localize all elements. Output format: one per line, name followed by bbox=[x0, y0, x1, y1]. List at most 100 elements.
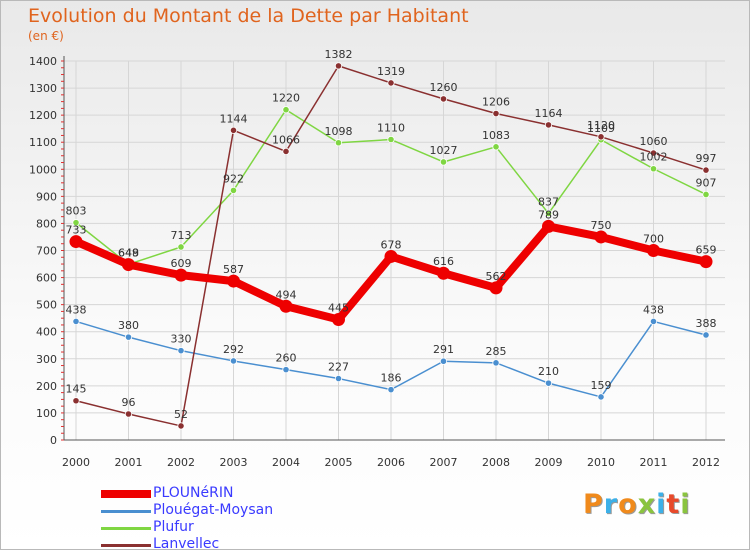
data-point bbox=[492, 359, 500, 367]
data-point bbox=[72, 219, 80, 227]
data-point bbox=[649, 165, 658, 173]
y-tick-label: 0 bbox=[50, 434, 57, 447]
data-label: 438 bbox=[643, 303, 664, 316]
data-point bbox=[177, 347, 185, 355]
data-point bbox=[597, 393, 605, 401]
data-point bbox=[649, 149, 658, 157]
chart-subtitle: (en €) bbox=[28, 29, 64, 43]
y-tick-label: 1400 bbox=[29, 55, 57, 68]
y-tick-label: 100 bbox=[36, 407, 57, 420]
data-label: 159 bbox=[591, 379, 612, 392]
x-tick-label: 2001 bbox=[115, 456, 143, 469]
data-label: 562 bbox=[486, 270, 507, 283]
data-point bbox=[69, 235, 83, 249]
data-label: 291 bbox=[433, 343, 454, 356]
y-tick-label: 900 bbox=[36, 190, 57, 203]
data-label: 1002 bbox=[640, 151, 668, 164]
legend-label: Plouégat-Moysan bbox=[153, 502, 274, 518]
data-point bbox=[177, 243, 185, 251]
data-label: 186 bbox=[381, 372, 402, 385]
x-tick-label: 2007 bbox=[430, 456, 458, 469]
legend-swatch bbox=[101, 490, 151, 498]
data-point bbox=[702, 331, 710, 339]
data-point bbox=[229, 357, 238, 365]
data-point bbox=[544, 121, 553, 129]
data-point bbox=[334, 374, 343, 383]
data-label: 789 bbox=[538, 208, 559, 221]
data-point bbox=[542, 219, 555, 233]
logo-letter: P bbox=[583, 489, 604, 520]
data-label: 587 bbox=[223, 263, 244, 276]
data-label: 907 bbox=[696, 176, 717, 189]
data-point bbox=[334, 62, 343, 70]
data-label: 733 bbox=[66, 224, 87, 237]
data-point bbox=[384, 249, 398, 263]
data-point bbox=[387, 135, 395, 144]
data-label: 1206 bbox=[482, 96, 510, 109]
data-label: 837 bbox=[538, 195, 559, 208]
data-label: 96 bbox=[122, 396, 136, 409]
data-label: 713 bbox=[171, 229, 192, 242]
y-tick-label: 1300 bbox=[29, 82, 57, 95]
data-point bbox=[177, 422, 185, 430]
data-label: 210 bbox=[538, 365, 559, 378]
data-point bbox=[332, 313, 345, 327]
y-tick-label: 1000 bbox=[29, 163, 57, 176]
data-point bbox=[594, 230, 608, 244]
proxiti-logo: Proxiti bbox=[583, 489, 691, 520]
x-tick-label: 2009 bbox=[535, 456, 563, 469]
data-label: 649 bbox=[118, 246, 139, 259]
logo-letter: t bbox=[666, 489, 681, 520]
data-point bbox=[437, 266, 450, 280]
logo-letter: o bbox=[618, 489, 638, 520]
legend-swatch bbox=[101, 526, 151, 530]
data-point bbox=[439, 357, 448, 365]
data-label: 1260 bbox=[430, 81, 458, 94]
data-label: 1220 bbox=[272, 92, 300, 105]
data-label: 1110 bbox=[377, 122, 405, 135]
data-point bbox=[124, 410, 133, 418]
data-point bbox=[227, 274, 240, 288]
data-point bbox=[282, 366, 290, 374]
data-point bbox=[489, 281, 503, 295]
data-point bbox=[702, 166, 710, 174]
x-tick-label: 2011 bbox=[640, 456, 668, 469]
data-point bbox=[702, 190, 710, 199]
logo-letter: x bbox=[637, 489, 657, 520]
x-tick-label: 2004 bbox=[272, 456, 300, 469]
y-tick-label: 1100 bbox=[29, 136, 57, 149]
logo-letter: i bbox=[656, 489, 667, 520]
data-label: 678 bbox=[381, 238, 402, 251]
y-tick-label: 700 bbox=[36, 245, 57, 258]
legend-label: Plufur bbox=[153, 519, 194, 535]
x-tick-label: 2012 bbox=[692, 456, 720, 469]
data-label: 700 bbox=[643, 233, 664, 246]
y-tick-label: 500 bbox=[36, 299, 57, 312]
data-label: 445 bbox=[328, 302, 349, 315]
data-label: 803 bbox=[66, 205, 87, 218]
data-label: 659 bbox=[696, 244, 717, 257]
data-label: 609 bbox=[171, 257, 192, 270]
data-label: 922 bbox=[223, 172, 244, 185]
data-point bbox=[649, 317, 658, 326]
data-point bbox=[72, 397, 80, 405]
data-label: 1098 bbox=[325, 125, 353, 138]
data-point bbox=[492, 109, 500, 118]
data-point bbox=[387, 79, 395, 87]
data-label: 145 bbox=[66, 383, 87, 396]
data-point bbox=[387, 386, 395, 394]
chart-title: Evolution du Montant de la Dette par Hab… bbox=[28, 5, 469, 27]
y-tick-label: 800 bbox=[36, 217, 57, 230]
data-point bbox=[282, 106, 290, 114]
data-label: 380 bbox=[118, 319, 139, 332]
data-label: 227 bbox=[328, 361, 349, 374]
data-point bbox=[439, 95, 448, 103]
data-point bbox=[597, 133, 605, 141]
data-label: 494 bbox=[276, 288, 297, 301]
x-tick-label: 2005 bbox=[325, 456, 353, 469]
data-label: 438 bbox=[66, 303, 87, 316]
data-point bbox=[699, 255, 713, 269]
data-label: 52 bbox=[174, 408, 188, 421]
legend-swatch bbox=[101, 543, 151, 547]
x-tick-label: 2003 bbox=[220, 456, 248, 469]
